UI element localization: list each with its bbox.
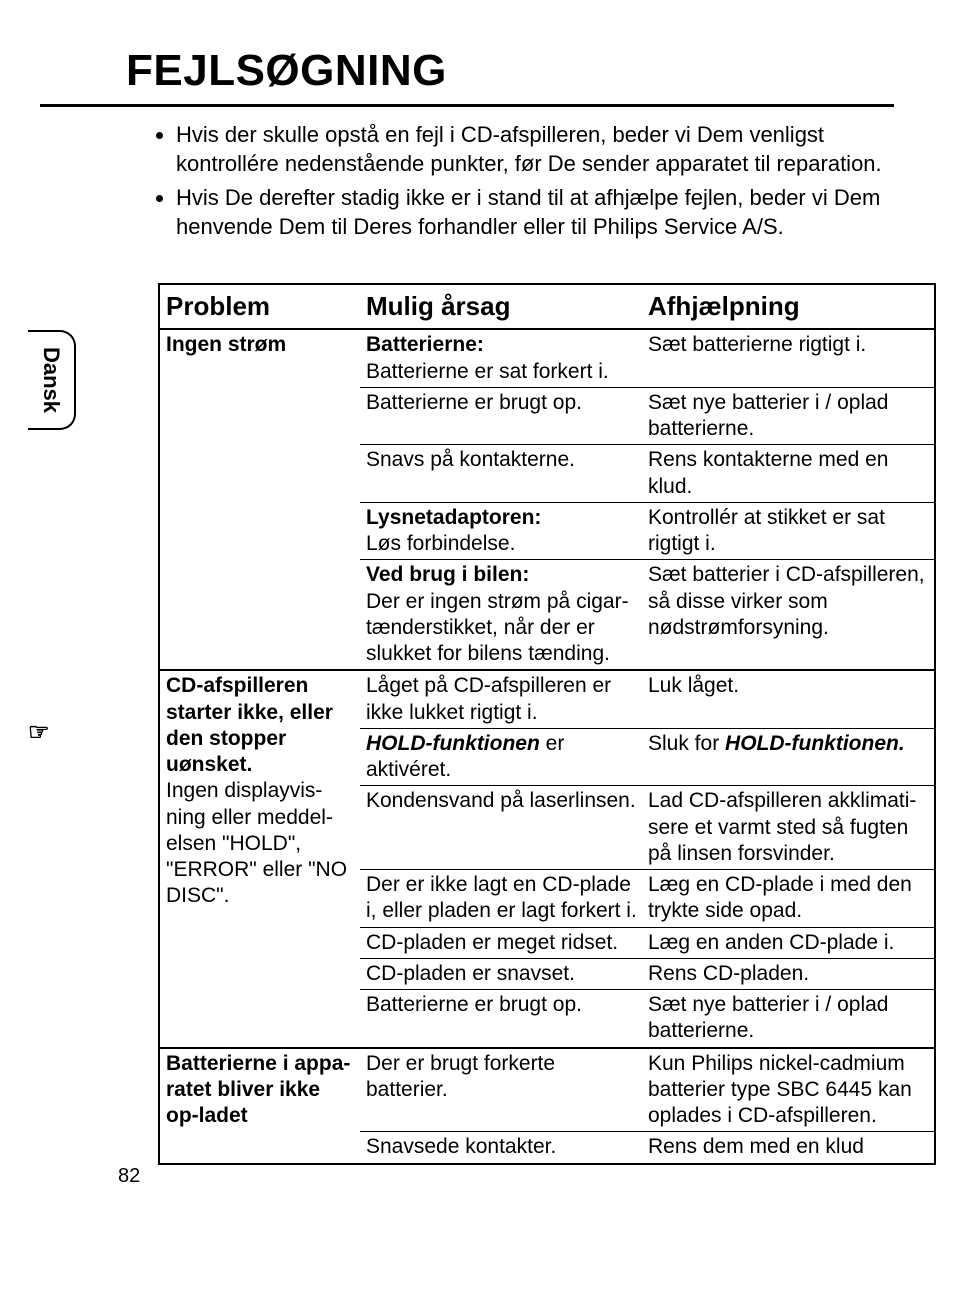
- cause-cell: CD-pladen er meget ridset.: [360, 927, 642, 958]
- remedy-cell: Rens CD-pladen.: [642, 958, 934, 989]
- remedy-cell: Sæt batterierne rigtigt i.: [642, 329, 934, 387]
- intro-bullet: Hvis der skulle opstå en fejl i CD-afspi…: [176, 121, 886, 178]
- cause-cell: Lysnetadaptoren:Løs forbindelse.: [360, 502, 642, 560]
- cause-cell: Kondensvand på laserlinsen.: [360, 786, 642, 870]
- remedy-cell: Rens dem med en klud: [642, 1132, 934, 1163]
- cause-cell: Der er brugt forkerte batterier.: [360, 1048, 642, 1132]
- remedy-cell: Kontrollér at stikket er sat rigtigt i.: [642, 502, 934, 560]
- note-icon: ☞: [28, 718, 50, 747]
- remedy-cell: Sluk for HOLD-funktionen.: [642, 728, 934, 786]
- remedy-cell: Sæt batterier i CD-afspilleren, så disse…: [642, 560, 934, 671]
- remedy-cell: Kun Philips nickel-cadmium batterier typ…: [642, 1048, 934, 1132]
- intro-bullet: Hvis De derefter stadig ikke er i stand …: [176, 184, 886, 241]
- cause-cell: Batterierne er brugt op.: [360, 990, 642, 1048]
- cause-cell: Ved brug i bilen:Der er ingen strøm på c…: [360, 560, 642, 671]
- col-cause-header: Mulig årsag: [360, 285, 642, 329]
- remedy-cell: Sæt nye batterier i / oplad batterierne.: [642, 387, 934, 445]
- cause-cell: CD-pladen er snavset.: [360, 958, 642, 989]
- remedy-cell: Lad CD-afspilleren akklimati-sere et var…: [642, 786, 934, 870]
- intro-block: Hvis der skulle opstå en fejl i CD-afspi…: [150, 121, 886, 241]
- cause-cell: Der er ikke lagt en CD-plade i, eller pl…: [360, 870, 642, 928]
- problem-cell: CD-afspilleren starter ikke, eller den s…: [160, 670, 360, 1047]
- remedy-cell: Luk låget.: [642, 670, 934, 728]
- remedy-cell: Rens kontakterne med en klud.: [642, 445, 934, 503]
- problem-cell: Batterierne i appa-ratet bliver ikke op-…: [160, 1048, 360, 1163]
- col-problem-header: Problem: [160, 285, 360, 329]
- cause-cell: Batterierne:Batterierne er sat forkert i…: [360, 329, 642, 387]
- cause-cell: Snavs på kontakterne.: [360, 445, 642, 503]
- problem-cell: Ingen strøm: [160, 329, 360, 670]
- remedy-cell: Læg en anden CD-plade i.: [642, 927, 934, 958]
- cause-cell: Snavsede kontakter.: [360, 1132, 642, 1163]
- remedy-cell: Sæt nye batterier i / oplad batterierne.: [642, 990, 934, 1048]
- cause-cell: HOLD-funktionen er aktivéret.: [360, 728, 642, 786]
- page-title: FEJLSØGNING: [126, 46, 894, 96]
- language-tab: Dansk: [28, 330, 76, 430]
- title-rule: [40, 104, 894, 107]
- cause-cell: Låget på CD-afspilleren er ikke lukket r…: [360, 670, 642, 728]
- language-label: Dansk: [38, 347, 64, 413]
- col-remedy-header: Afhjælpning: [642, 285, 934, 329]
- troubleshooting-table: Problem Mulig årsag Afhjælpning Ingen st…: [158, 283, 936, 1164]
- page-number: 82: [118, 1165, 140, 1188]
- cause-cell: Batterierne er brugt op.: [360, 387, 642, 445]
- remedy-cell: Læg en CD-plade i med den trykte side op…: [642, 870, 934, 928]
